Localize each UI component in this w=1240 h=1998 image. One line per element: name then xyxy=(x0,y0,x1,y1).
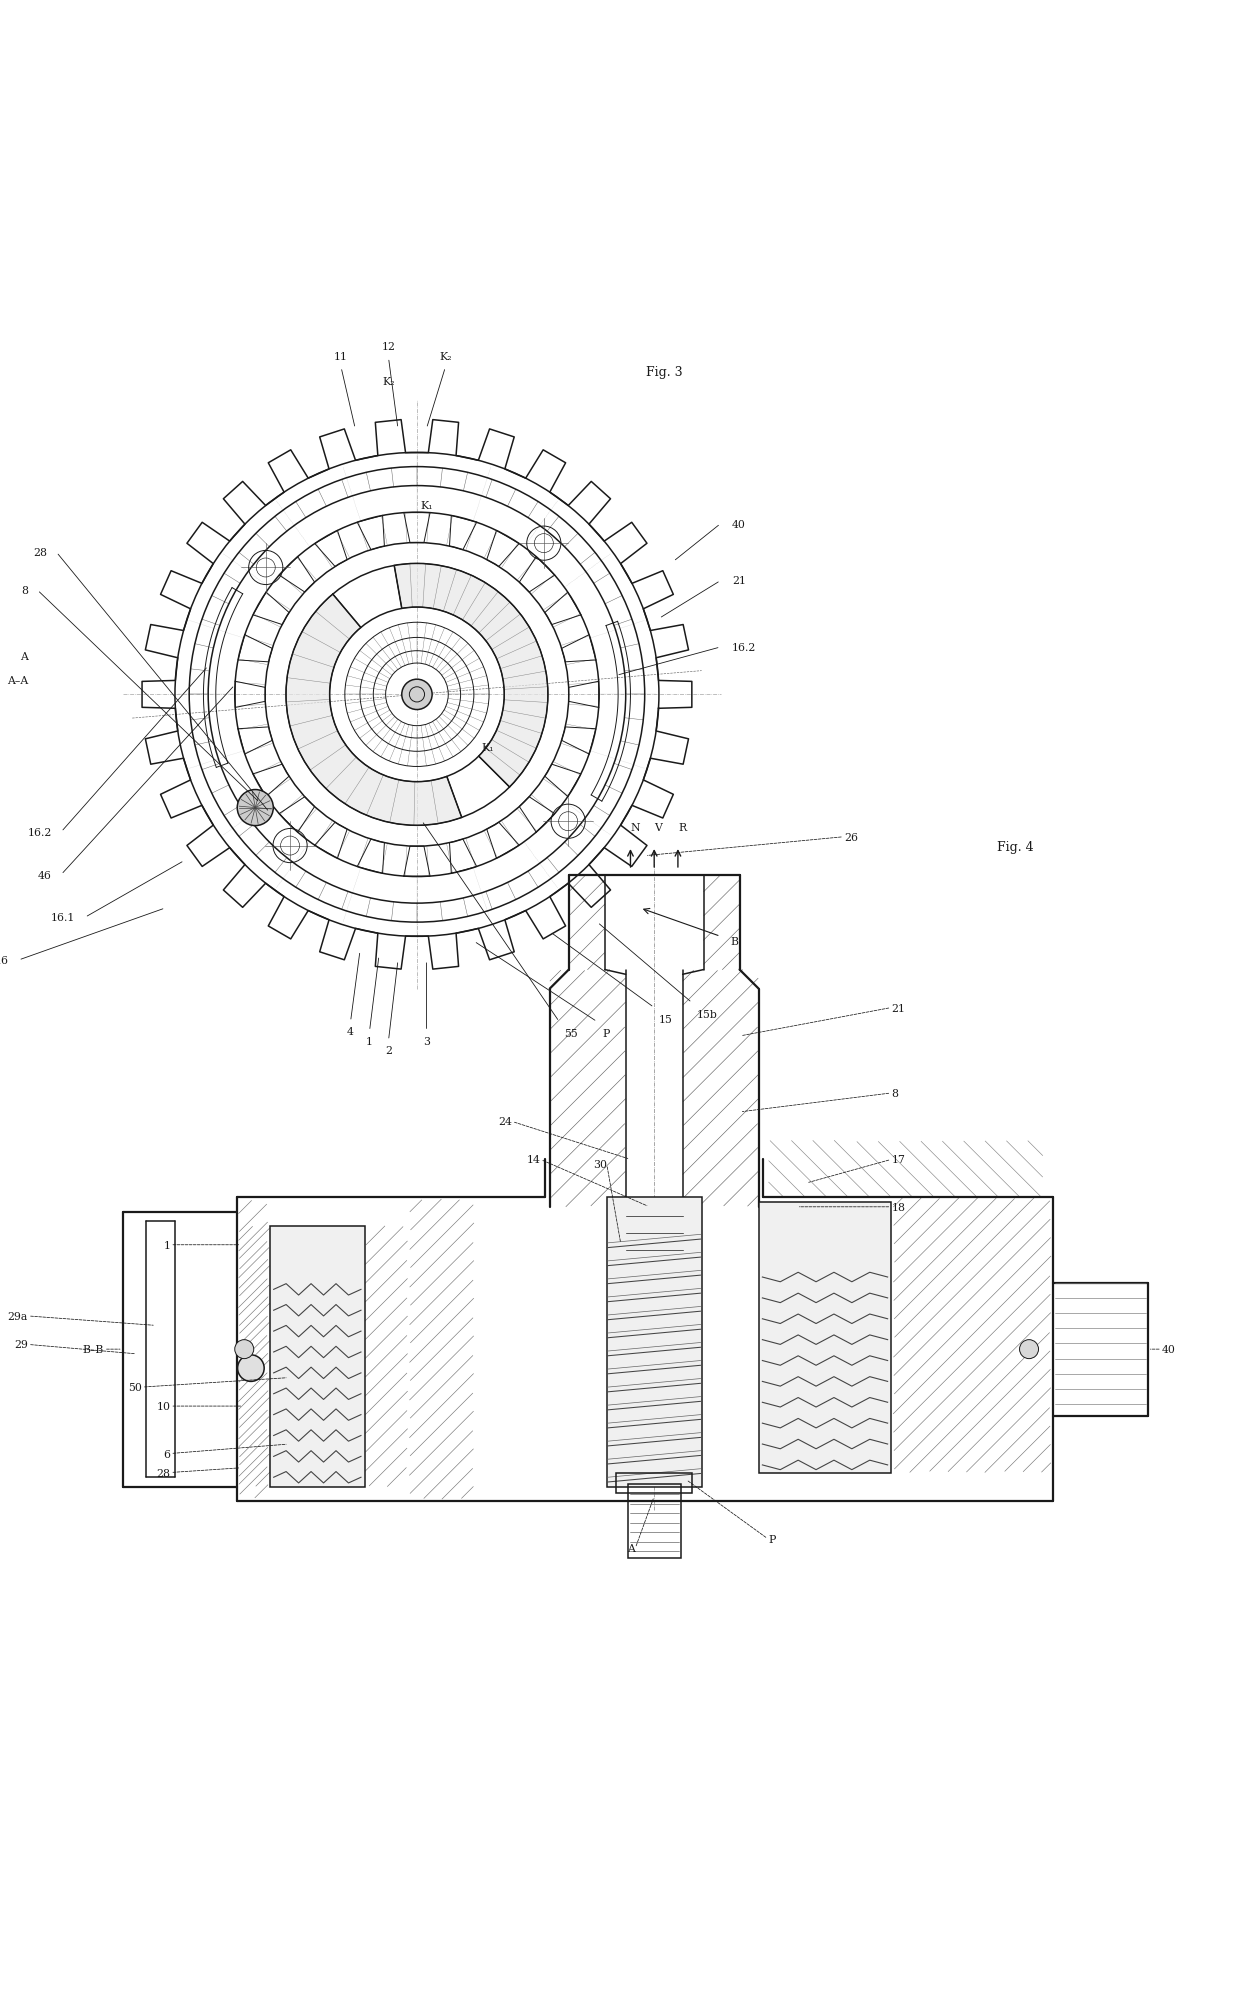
Text: 11: 11 xyxy=(334,352,348,362)
Bar xyxy=(270,1227,365,1487)
Text: 50: 50 xyxy=(128,1383,141,1393)
Text: 24: 24 xyxy=(498,1117,512,1127)
Bar xyxy=(759,1203,892,1473)
Bar xyxy=(606,1197,702,1487)
Text: K₁: K₁ xyxy=(482,741,495,751)
Text: P: P xyxy=(768,1534,775,1544)
Text: 8: 8 xyxy=(892,1089,899,1099)
Text: 8: 8 xyxy=(21,585,27,595)
Text: B: B xyxy=(730,937,738,947)
Text: A: A xyxy=(627,1544,635,1554)
Text: N: N xyxy=(630,823,640,833)
Text: 16.1: 16.1 xyxy=(51,913,76,923)
Polygon shape xyxy=(394,563,548,787)
Bar xyxy=(616,1473,692,1495)
Circle shape xyxy=(237,789,273,827)
Text: Fig. 3: Fig. 3 xyxy=(646,366,683,380)
Bar xyxy=(627,1485,681,1558)
Text: K₂: K₂ xyxy=(439,352,451,362)
Circle shape xyxy=(402,679,432,709)
Text: 21: 21 xyxy=(892,1003,905,1013)
Text: 10: 10 xyxy=(156,1401,170,1411)
Text: K₂: K₂ xyxy=(382,378,394,388)
Text: 40: 40 xyxy=(732,519,746,529)
Text: 1: 1 xyxy=(366,1037,373,1047)
Circle shape xyxy=(234,1341,254,1359)
Text: 30: 30 xyxy=(593,1159,606,1169)
Text: K₁: K₁ xyxy=(420,500,433,509)
Circle shape xyxy=(238,1355,264,1383)
Text: 3: 3 xyxy=(423,1037,430,1047)
Text: 26: 26 xyxy=(844,833,858,843)
Text: Fig. 4: Fig. 4 xyxy=(997,841,1034,853)
Text: 18: 18 xyxy=(892,1203,905,1213)
Text: R: R xyxy=(678,823,686,833)
Text: 4: 4 xyxy=(347,1027,353,1037)
Text: 2: 2 xyxy=(384,1045,392,1055)
Text: 16: 16 xyxy=(0,955,9,965)
Text: 15: 15 xyxy=(658,1015,673,1025)
Text: 21: 21 xyxy=(732,575,746,585)
Text: 14: 14 xyxy=(527,1155,541,1165)
Text: 16.2: 16.2 xyxy=(732,643,756,653)
Text: 29: 29 xyxy=(14,1341,27,1351)
Text: 28: 28 xyxy=(156,1469,170,1479)
Text: 15b: 15b xyxy=(697,1009,718,1019)
Text: V: V xyxy=(655,823,662,833)
Text: 17: 17 xyxy=(892,1155,905,1165)
Circle shape xyxy=(1019,1341,1039,1359)
Text: 12: 12 xyxy=(382,342,396,352)
Text: 29a: 29a xyxy=(7,1311,27,1321)
Text: 28: 28 xyxy=(32,547,47,557)
Text: 55: 55 xyxy=(564,1029,578,1039)
Text: A–A: A–A xyxy=(6,675,27,685)
Text: P: P xyxy=(601,1029,609,1039)
Text: A: A xyxy=(20,651,27,661)
Text: B–B: B–B xyxy=(83,1345,104,1355)
Text: 40: 40 xyxy=(1162,1345,1176,1355)
Text: 6: 6 xyxy=(164,1449,170,1459)
Text: 16.2: 16.2 xyxy=(27,827,52,837)
Polygon shape xyxy=(286,595,461,825)
Text: 1: 1 xyxy=(164,1241,170,1251)
Text: 46: 46 xyxy=(37,871,52,881)
